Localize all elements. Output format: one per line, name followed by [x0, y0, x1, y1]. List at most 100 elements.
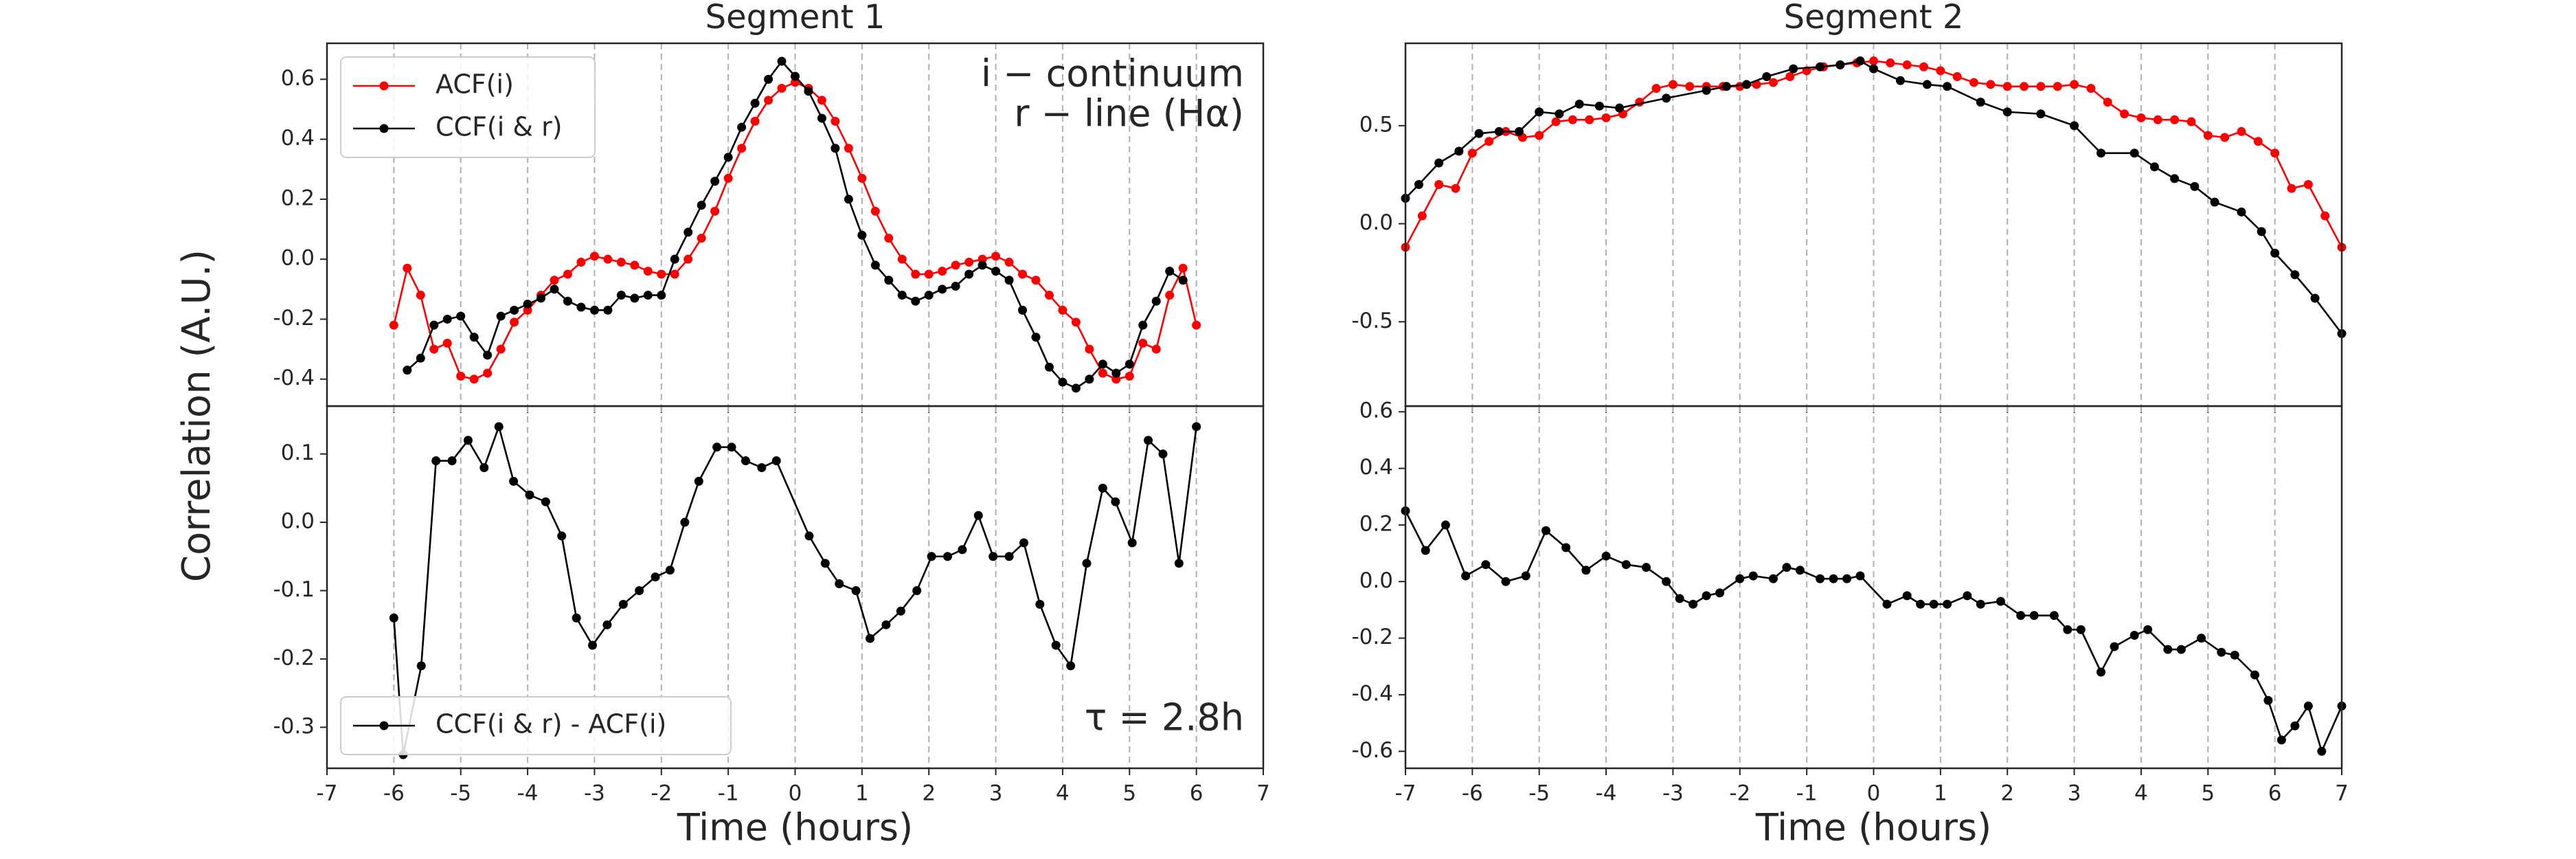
data-point	[737, 144, 747, 153]
data-point	[2320, 211, 2330, 221]
data-point	[964, 258, 974, 267]
data-point	[603, 305, 613, 315]
data-point	[1762, 72, 1772, 82]
legend-label: ACF(i)	[436, 69, 514, 100]
y-axis-label: Correlation (A.U.)	[174, 249, 219, 582]
x-tick-label: -7	[1395, 781, 1416, 806]
data-point	[1192, 320, 1201, 330]
data-point	[1601, 551, 1611, 561]
x-tick-label: 2	[922, 781, 936, 806]
data-point	[1434, 158, 1444, 168]
data-point	[576, 302, 586, 312]
data-point	[1467, 148, 1477, 158]
data-point	[1158, 449, 1168, 459]
data-point	[1434, 179, 1444, 189]
data-point	[496, 344, 506, 354]
data-point	[851, 585, 861, 595]
data-point	[1952, 72, 1962, 82]
data-point	[2120, 109, 2129, 119]
data-point	[750, 98, 760, 108]
y-tick-label: -0.4	[1352, 681, 1394, 706]
data-point	[557, 531, 567, 541]
data-point	[2287, 183, 2296, 193]
data-point	[1481, 560, 1491, 570]
data-point	[483, 350, 493, 360]
data-point	[1127, 538, 1137, 548]
data-point	[563, 269, 572, 279]
x-tick-label: 1	[855, 781, 869, 806]
x-tick-label: -3	[584, 781, 605, 806]
data-point	[1044, 362, 1054, 372]
data-point	[2250, 670, 2259, 680]
data-point	[1125, 371, 1134, 381]
data-point	[777, 56, 787, 66]
data-point	[680, 517, 690, 527]
data-point	[1601, 113, 1611, 122]
data-point	[416, 291, 425, 300]
data-point	[881, 620, 891, 629]
data-point	[737, 122, 747, 132]
legend-label: CCF(i & r)	[436, 112, 563, 142]
data-point	[1192, 422, 1201, 432]
data-point	[2097, 148, 2106, 158]
data-point	[870, 206, 880, 216]
data-point	[897, 291, 907, 300]
data-point	[657, 269, 666, 279]
data-point	[978, 260, 987, 270]
data-point	[536, 293, 546, 303]
x-axis-label: Time (hours)	[677, 806, 913, 849]
data-point	[2303, 701, 2313, 711]
data-point	[1816, 574, 1825, 583]
data-point	[1151, 344, 1161, 354]
data-point	[2257, 227, 2266, 236]
annotation: r − line (Hα)	[1014, 92, 1244, 135]
y-tick-label: 0.6	[1359, 399, 1393, 423]
x-tick-label: 6	[1190, 781, 1204, 806]
y-tick-label: 0.4	[1359, 455, 1393, 480]
data-point	[1842, 574, 1852, 583]
data-point	[870, 260, 880, 270]
data-point	[1721, 82, 1731, 91]
data-point	[757, 462, 767, 472]
data-point	[1035, 599, 1045, 609]
data-point	[1688, 599, 1698, 609]
y-tick-label: -0.3	[273, 714, 315, 739]
data-point	[942, 552, 952, 561]
data-point	[494, 422, 504, 432]
data-point	[525, 490, 534, 500]
data-point	[403, 366, 412, 375]
data-point	[1071, 383, 1081, 393]
data-point	[1715, 588, 1725, 598]
x-tick-label: -1	[1796, 781, 1818, 806]
data-point	[576, 258, 586, 267]
data-point	[1098, 483, 1107, 493]
data-point	[2036, 109, 2046, 119]
x-tick-label: -4	[517, 781, 539, 806]
data-point	[1019, 538, 1028, 548]
data-point	[1004, 258, 1014, 267]
plot-frame	[1404, 405, 2343, 770]
data-point	[927, 552, 936, 561]
data-point	[2103, 98, 2112, 107]
data-point	[509, 476, 519, 486]
x-tick-label: -7	[317, 781, 338, 806]
data-point	[541, 497, 550, 506]
y-tick-label: -0.5	[1352, 309, 1394, 333]
data-point	[616, 258, 626, 267]
data-point	[1494, 126, 1504, 136]
data-point	[1474, 129, 1484, 138]
data-point	[831, 116, 840, 126]
data-point	[694, 476, 703, 486]
data-point	[1138, 320, 1148, 330]
data-point	[2253, 137, 2263, 146]
x-tick-label: 7	[2335, 781, 2349, 806]
data-point	[572, 613, 581, 623]
data-point	[643, 291, 653, 300]
data-point	[2129, 148, 2139, 158]
data-point	[416, 353, 425, 363]
data-point	[2220, 133, 2230, 142]
data-point	[618, 599, 628, 609]
y-tick-label: -0.6	[1352, 738, 1394, 763]
data-point	[1886, 58, 1895, 68]
